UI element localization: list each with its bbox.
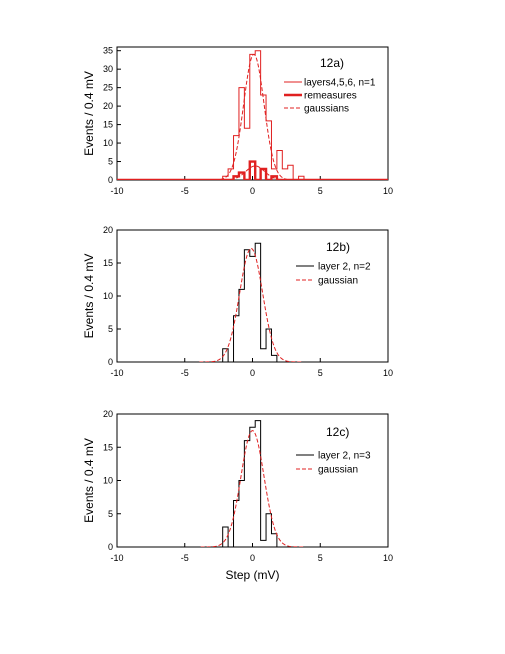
x-tick-label: 0 bbox=[250, 553, 255, 563]
legend-label: gaussian bbox=[318, 276, 358, 287]
x-tick-label: 5 bbox=[318, 553, 323, 563]
x-tick-label: -5 bbox=[181, 186, 189, 196]
x-tick-label: -10 bbox=[110, 186, 123, 196]
panel-label: 12a) bbox=[320, 56, 344, 70]
y-tick-label: 5 bbox=[108, 509, 113, 519]
y-tick-label: 10 bbox=[103, 291, 113, 301]
histogram-series-1 bbox=[117, 242, 388, 362]
y-tick-label: 20 bbox=[103, 101, 113, 111]
y-tick-label: 20 bbox=[103, 225, 113, 235]
legend-label: layer 2, n=2 bbox=[318, 262, 371, 273]
y-tick-label: 0 bbox=[108, 357, 113, 367]
y-tick-label: 10 bbox=[103, 138, 113, 148]
panel-label: 12b) bbox=[326, 240, 350, 254]
legend-label: layers4,5,6, n=1 bbox=[304, 78, 376, 89]
x-tick-label: 5 bbox=[318, 368, 323, 378]
y-tick-label: 15 bbox=[103, 442, 113, 452]
y-tick-label: 10 bbox=[103, 476, 113, 486]
x-tick-label: 0 bbox=[250, 186, 255, 196]
chart-panel-1: 0 5 10 15 20 25 30 35 -10 -5 0 5 10 Events / 0.4 mV 12… bbox=[82, 46, 393, 196]
y-tick-label: 20 bbox=[103, 409, 113, 419]
chart-panel-3: 0 5 10 15 20 -10 -5 0 5 10 Events / 0.4 mV Step (mV… bbox=[82, 409, 393, 582]
x-tick-label: -10 bbox=[110, 553, 123, 563]
y-axis-label: Events / 0.4 mV bbox=[82, 71, 96, 156]
x-tick-label: 0 bbox=[250, 368, 255, 378]
x-tick-label: -5 bbox=[181, 553, 189, 563]
legend-label: gaussian bbox=[318, 465, 358, 476]
y-tick-label: 5 bbox=[108, 324, 113, 334]
x-tick-label: -10 bbox=[110, 368, 123, 378]
panel-label: 12c) bbox=[326, 425, 349, 439]
legend-label: gaussians bbox=[304, 104, 349, 115]
x-tick-label: 10 bbox=[383, 368, 393, 378]
x-tick-label: 10 bbox=[383, 186, 393, 196]
histogram-series-2 bbox=[117, 160, 388, 180]
x-axis-label: Step (mV) bbox=[225, 568, 279, 582]
gaussian-curve-1 bbox=[199, 248, 303, 362]
chart-panel-2: 0 5 10 15 20 -10 -5 0 5 10 Events / 0.4 mV 12b) laye… bbox=[82, 225, 393, 378]
y-axis-label: Events / 0.4 mV bbox=[82, 438, 96, 523]
y-tick-label: 0 bbox=[108, 175, 113, 185]
x-tick-label: 5 bbox=[318, 186, 323, 196]
y-tick-label: 35 bbox=[103, 46, 113, 56]
legend-label: layer 2, n=3 bbox=[318, 451, 371, 462]
y-axis-label: Events / 0.4 mV bbox=[82, 254, 96, 339]
y-tick-label: 0 bbox=[108, 542, 113, 552]
y-tick-label: 15 bbox=[103, 120, 113, 130]
y-tick-label: 5 bbox=[108, 157, 113, 167]
legend-label: remeasures bbox=[304, 91, 357, 102]
y-tick-label: 25 bbox=[103, 83, 113, 93]
y-tick-label: 30 bbox=[103, 64, 113, 74]
histogram-series-1 bbox=[117, 50, 388, 180]
histogram-series-1 bbox=[117, 420, 388, 547]
gaussian-curve-2 bbox=[212, 165, 298, 180]
gaussian-curve-1 bbox=[200, 430, 305, 547]
y-tick-label: 15 bbox=[103, 258, 113, 268]
x-tick-label: -5 bbox=[181, 368, 189, 378]
gaussian-curve-1 bbox=[208, 53, 300, 180]
x-tick-label: 10 bbox=[383, 553, 393, 563]
